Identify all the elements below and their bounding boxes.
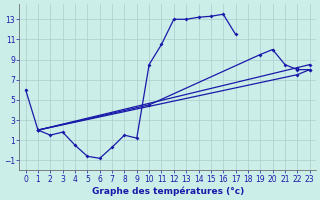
X-axis label: Graphe des températures (°c): Graphe des températures (°c) [92, 186, 244, 196]
